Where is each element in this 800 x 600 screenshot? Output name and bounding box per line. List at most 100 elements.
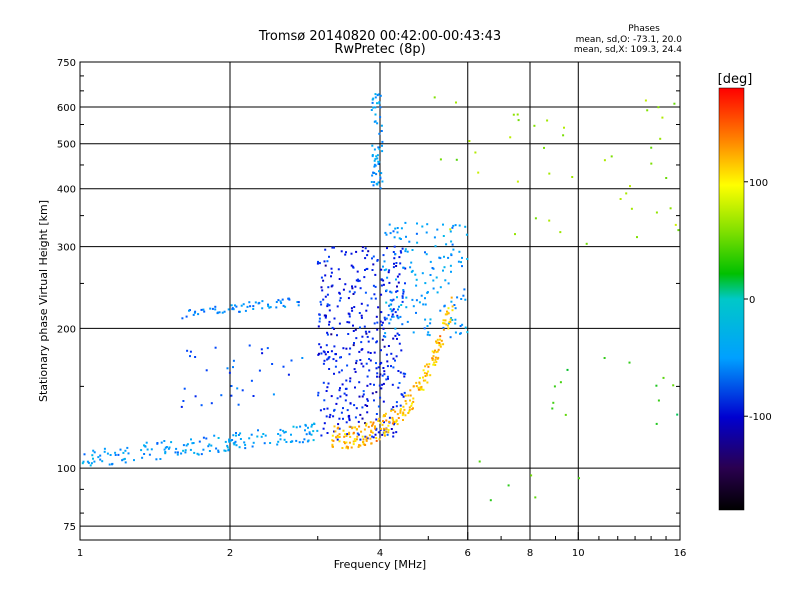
data-point bbox=[395, 290, 398, 293]
data-point bbox=[333, 430, 336, 433]
y-tick-label: 300 bbox=[57, 243, 76, 254]
data-point bbox=[341, 383, 344, 386]
data-point bbox=[368, 330, 371, 333]
data-point bbox=[176, 451, 179, 454]
data-point bbox=[346, 321, 349, 324]
x-tick-label: 2 bbox=[227, 548, 233, 559]
data-point bbox=[460, 261, 462, 264]
data-point bbox=[355, 438, 358, 441]
data-point bbox=[402, 411, 405, 414]
data-point bbox=[338, 299, 341, 302]
data-point bbox=[86, 460, 89, 463]
data-point bbox=[377, 405, 380, 408]
data-point bbox=[364, 247, 367, 250]
data-point bbox=[379, 373, 382, 376]
data-point bbox=[407, 394, 410, 397]
data-point bbox=[223, 310, 226, 313]
data-point bbox=[397, 386, 400, 389]
data-point bbox=[367, 250, 370, 253]
data-point bbox=[433, 96, 436, 99]
data-point bbox=[333, 246, 335, 249]
data-point bbox=[366, 375, 369, 378]
data-point bbox=[415, 381, 418, 384]
data-point bbox=[417, 386, 420, 389]
data-point bbox=[358, 395, 361, 398]
data-point bbox=[165, 446, 168, 448]
data-point bbox=[636, 236, 638, 239]
data-point bbox=[370, 430, 373, 433]
data-point bbox=[217, 437, 220, 439]
data-point bbox=[424, 297, 426, 300]
data-point bbox=[405, 402, 408, 405]
data-point bbox=[338, 436, 341, 438]
data-point bbox=[402, 419, 404, 421]
data-point bbox=[386, 360, 389, 363]
data-point bbox=[435, 342, 438, 344]
data-point bbox=[408, 240, 411, 243]
data-point bbox=[338, 440, 341, 443]
data-point bbox=[655, 422, 658, 425]
x-tick-label: 4 bbox=[377, 548, 383, 559]
data-point bbox=[239, 438, 242, 440]
data-point bbox=[392, 431, 395, 434]
data-point bbox=[397, 370, 400, 372]
data-point bbox=[322, 362, 325, 365]
data-point bbox=[449, 230, 452, 233]
data-point bbox=[366, 304, 369, 307]
data-point bbox=[383, 432, 386, 435]
data-point bbox=[325, 344, 328, 347]
data-point bbox=[209, 307, 212, 310]
data-point bbox=[429, 374, 432, 377]
data-point bbox=[563, 126, 565, 129]
data-point bbox=[360, 316, 363, 319]
data-point bbox=[419, 388, 422, 391]
data-point bbox=[191, 442, 194, 445]
data-point bbox=[372, 421, 375, 424]
data-point bbox=[390, 310, 393, 313]
data-point bbox=[399, 250, 402, 253]
data-point bbox=[341, 447, 344, 449]
data-point bbox=[361, 348, 364, 351]
data-point bbox=[442, 269, 444, 272]
data-point bbox=[655, 384, 658, 387]
data-point bbox=[233, 443, 236, 446]
data-point bbox=[185, 315, 188, 318]
data-point bbox=[319, 409, 322, 412]
data-point bbox=[331, 443, 334, 446]
data-point bbox=[444, 279, 447, 282]
data-point bbox=[373, 351, 376, 354]
data-point bbox=[226, 446, 229, 449]
data-point bbox=[420, 388, 423, 391]
data-point bbox=[439, 309, 442, 312]
data-point bbox=[353, 342, 355, 344]
data-point bbox=[200, 453, 203, 456]
data-point bbox=[336, 334, 338, 337]
data-point bbox=[371, 174, 374, 177]
data-point bbox=[348, 290, 351, 293]
data-point bbox=[381, 423, 384, 426]
data-point bbox=[516, 113, 519, 116]
data-point bbox=[659, 137, 662, 140]
data-point bbox=[231, 307, 234, 310]
data-point bbox=[402, 289, 405, 291]
chart-title: Tromsø 20140820 00:42:00-00:43:43 bbox=[258, 29, 501, 44]
data-point bbox=[277, 299, 280, 302]
data-point bbox=[392, 337, 395, 340]
data-point bbox=[361, 406, 364, 409]
data-point bbox=[389, 308, 392, 311]
data-point bbox=[393, 262, 395, 265]
data-point bbox=[358, 381, 361, 384]
data-point bbox=[90, 462, 93, 465]
data-point bbox=[435, 340, 437, 343]
data-point bbox=[404, 250, 407, 253]
data-point bbox=[385, 378, 388, 381]
data-point bbox=[465, 233, 468, 236]
data-point bbox=[396, 285, 398, 288]
data-point bbox=[428, 334, 431, 337]
data-point bbox=[353, 404, 356, 407]
colorbar-tick-label: 0 bbox=[749, 295, 755, 306]
data-point bbox=[348, 353, 351, 356]
data-point bbox=[252, 441, 255, 444]
data-point bbox=[385, 317, 388, 320]
data-point bbox=[391, 383, 394, 386]
